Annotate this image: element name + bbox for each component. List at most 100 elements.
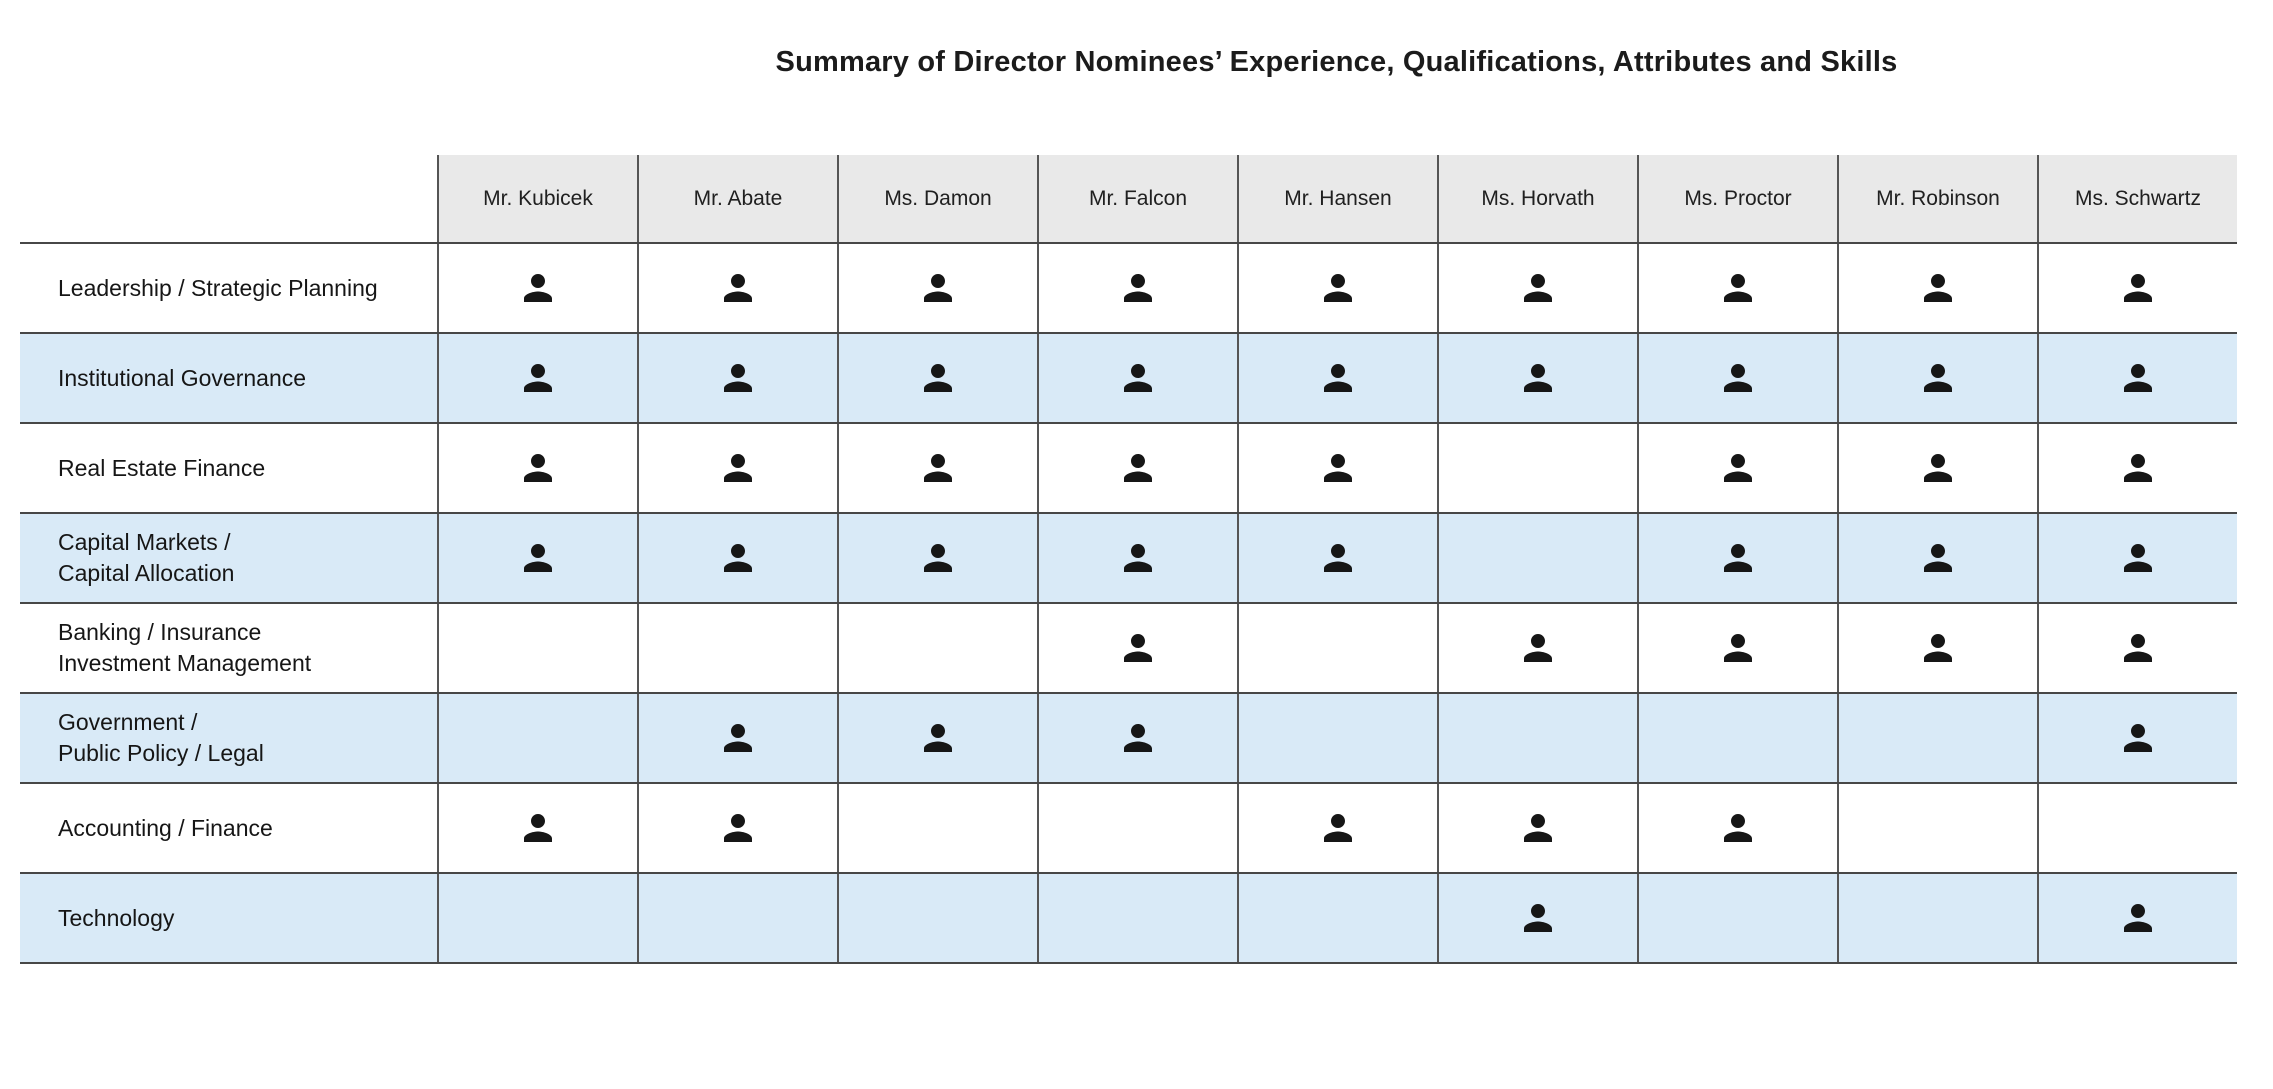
matrix-cell	[2037, 514, 2237, 602]
matrix-cell	[437, 784, 637, 872]
person-icon	[2124, 274, 2152, 302]
person-icon	[524, 364, 552, 392]
person-icon	[1924, 274, 1952, 302]
person-icon	[724, 364, 752, 392]
matrix-cell	[837, 244, 1037, 332]
table-row: Banking / Insurance Investment Management	[20, 604, 2237, 694]
matrix-cell	[2037, 334, 2237, 422]
matrix-cell	[2037, 694, 2237, 782]
matrix-cell	[837, 784, 1037, 872]
matrix-cell	[1837, 244, 2037, 332]
matrix-cell	[1837, 874, 2037, 962]
person-icon	[1724, 274, 1752, 302]
person-icon	[1524, 904, 1552, 932]
person-icon	[924, 724, 952, 752]
person-icon	[1724, 634, 1752, 662]
row-label-line: Capital Allocation	[58, 560, 235, 586]
person-icon	[1524, 364, 1552, 392]
row-label: Government / Public Policy / Legal	[20, 694, 437, 782]
matrix-cell	[1637, 874, 1837, 962]
matrix-cell	[1237, 874, 1437, 962]
matrix-cell	[837, 694, 1037, 782]
matrix-cell	[1037, 874, 1237, 962]
person-icon	[1924, 364, 1952, 392]
column-header: Mr. Abate	[637, 155, 837, 242]
person-icon	[1124, 274, 1152, 302]
person-icon	[524, 454, 552, 482]
matrix-cell	[637, 244, 837, 332]
row-label: Real Estate Finance	[20, 424, 437, 512]
row-label-line: Banking / Insurance	[58, 619, 262, 645]
matrix-cell	[1037, 514, 1237, 602]
header-spacer	[20, 155, 437, 242]
column-header: Ms. Schwartz	[2037, 155, 2237, 242]
column-header: Mr. Kubicek	[437, 155, 637, 242]
person-icon	[1124, 544, 1152, 572]
matrix-cell	[1437, 604, 1637, 692]
matrix-cell	[637, 334, 837, 422]
matrix-cell	[1637, 514, 1837, 602]
matrix-cell	[1837, 604, 2037, 692]
matrix-cell	[1437, 334, 1637, 422]
person-icon	[1524, 274, 1552, 302]
matrix-cell	[637, 694, 837, 782]
person-icon	[1324, 814, 1352, 842]
person-icon	[1724, 814, 1752, 842]
matrix-cell	[1237, 694, 1437, 782]
row-label: Capital Markets / Capital Allocation	[20, 514, 437, 602]
matrix-cell	[1637, 424, 1837, 512]
person-icon	[724, 724, 752, 752]
table-header-row: Mr. Kubicek Mr. Abate Ms. Damon Mr. Falcon M…	[20, 155, 2237, 244]
person-icon	[724, 454, 752, 482]
person-icon	[924, 454, 952, 482]
person-icon	[1524, 814, 1552, 842]
row-label-line: Capital Markets /	[58, 529, 231, 555]
person-icon	[1924, 544, 1952, 572]
person-icon	[1924, 454, 1952, 482]
table-row: Capital Markets / Capital Allocation	[20, 514, 2237, 604]
matrix-cell	[1037, 334, 1237, 422]
matrix-cell	[1837, 514, 2037, 602]
table-row: Institutional Governance	[20, 334, 2237, 424]
person-icon	[1324, 544, 1352, 572]
person-icon	[2124, 544, 2152, 572]
matrix-cell	[637, 424, 837, 512]
matrix-cell	[837, 424, 1037, 512]
matrix-cell	[2037, 874, 2237, 962]
matrix-cell	[1637, 604, 1837, 692]
person-icon	[1324, 454, 1352, 482]
matrix-cell	[1437, 424, 1637, 512]
row-label-line: Investment Management	[58, 650, 312, 676]
matrix-cell	[637, 784, 837, 872]
column-header: Ms. Horvath	[1437, 155, 1637, 242]
matrix-cell	[2037, 604, 2237, 692]
row-label-line: Government /	[58, 709, 198, 735]
matrix-cell	[837, 604, 1037, 692]
matrix-cell	[437, 334, 637, 422]
matrix-cell	[437, 514, 637, 602]
skills-matrix-table: Mr. Kubicek Mr. Abate Ms. Damon Mr. Falcon M…	[20, 155, 2237, 964]
row-label: Leadership / Strategic Planning	[20, 244, 437, 332]
matrix-cell	[1837, 784, 2037, 872]
person-icon	[724, 274, 752, 302]
person-icon	[924, 544, 952, 572]
person-icon	[2124, 904, 2152, 932]
matrix-cell	[437, 604, 637, 692]
matrix-cell	[1237, 514, 1437, 602]
column-header: Mr. Robinson	[1837, 155, 2037, 242]
table-row: Technology	[20, 874, 2237, 964]
matrix-cell	[2037, 244, 2237, 332]
person-icon	[1324, 274, 1352, 302]
column-header: Ms. Damon	[837, 155, 1037, 242]
row-label-line: Leadership / Strategic Planning	[58, 274, 378, 301]
matrix-cell	[1237, 784, 1437, 872]
person-icon	[1124, 364, 1152, 392]
matrix-cell	[1637, 244, 1837, 332]
matrix-cell	[1837, 334, 2037, 422]
matrix-cell	[637, 874, 837, 962]
person-icon	[1124, 634, 1152, 662]
matrix-cell	[1437, 694, 1637, 782]
matrix-cell	[1037, 244, 1237, 332]
person-icon	[924, 274, 952, 302]
column-header: Mr. Falcon	[1037, 155, 1237, 242]
